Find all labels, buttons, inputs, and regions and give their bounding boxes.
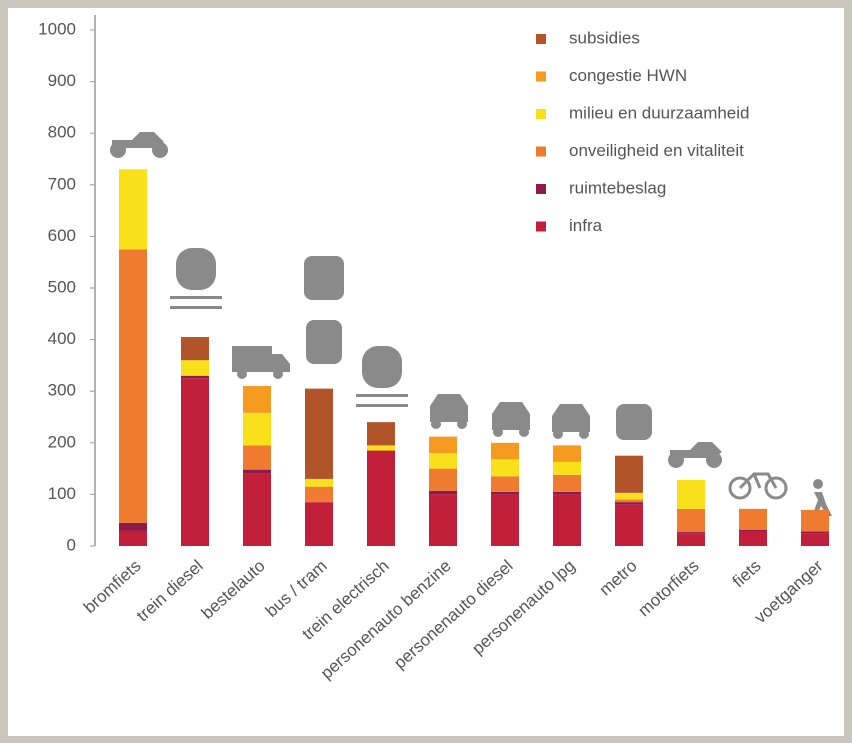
bar-segment <box>801 509 829 532</box>
y-tick-label: 400 <box>48 329 76 348</box>
icon-car <box>552 404 590 439</box>
icon-car <box>492 402 530 437</box>
legend-swatch <box>536 221 546 232</box>
bar-segment <box>119 522 147 531</box>
y-tick-label: 700 <box>48 174 76 193</box>
legend-label: onveiligheid en vitaliteit <box>569 141 744 160</box>
bar-segment <box>739 508 767 531</box>
bar-segment <box>181 337 209 361</box>
bar-segment <box>243 412 271 446</box>
legend-swatch <box>536 34 546 44</box>
bar-segment <box>677 508 705 533</box>
bar-segment <box>181 378 209 546</box>
icon-moped <box>110 132 168 158</box>
bar-segment <box>305 502 333 546</box>
y-tick-label: 100 <box>48 484 76 503</box>
bar-segment <box>305 486 333 503</box>
bar-segment <box>491 476 519 492</box>
y-tick-label: 200 <box>48 432 76 451</box>
legend-label: ruimtebeslag <box>569 178 666 197</box>
bar-segment <box>553 494 581 546</box>
legend-swatch <box>536 109 546 119</box>
bar-segment <box>181 375 209 379</box>
bar-segment <box>491 494 519 546</box>
y-tick-label: 900 <box>48 71 76 90</box>
icon-tram <box>306 320 342 364</box>
bar-segment <box>739 531 767 546</box>
bar-segment <box>119 530 147 546</box>
bar-segment <box>429 453 457 469</box>
icon-bus <box>304 256 344 300</box>
bar-segment <box>491 491 519 495</box>
icon-train <box>356 346 408 407</box>
bar-segment <box>615 455 643 493</box>
legend-label: infra <box>569 216 603 235</box>
bar-segment <box>181 360 209 376</box>
bar-segment <box>553 474 581 492</box>
bar-segment <box>243 473 271 546</box>
bar-segment <box>553 461 581 475</box>
bar-segment <box>243 386 271 413</box>
y-tick-label: 800 <box>48 123 76 142</box>
bar-segment <box>615 499 643 503</box>
bar-segment <box>491 459 519 477</box>
y-tick-label: 300 <box>48 381 76 400</box>
bar-segment <box>491 442 519 460</box>
bar-segment <box>801 533 829 546</box>
legend-label: subsidies <box>569 28 640 47</box>
bar-segment <box>119 169 147 250</box>
bar-segment <box>801 531 829 534</box>
bar-segment <box>367 445 395 451</box>
y-tick-label: 0 <box>67 535 76 554</box>
bar-segment <box>677 533 705 546</box>
bar-segment <box>305 478 333 487</box>
bar-segment <box>677 532 705 534</box>
legend-label: milieu en duurzaamheid <box>569 103 750 122</box>
icon-car <box>430 394 468 429</box>
y-tick-label: 500 <box>48 277 76 296</box>
icon-motorbike <box>668 442 722 468</box>
bar-segment <box>243 469 271 474</box>
bar-segment <box>615 502 643 505</box>
bar-segment <box>615 504 643 546</box>
panel <box>8 8 844 736</box>
legend-swatch <box>536 146 546 157</box>
icon-bike <box>728 472 788 500</box>
icon-train <box>170 248 222 309</box>
icon-van <box>232 346 290 379</box>
bar-segment <box>739 530 767 532</box>
bar-segment <box>429 490 457 495</box>
icon-metro <box>616 404 652 440</box>
y-tick-label: 1000 <box>38 19 76 38</box>
icons <box>110 132 832 516</box>
bar-segment <box>615 492 643 500</box>
bar-segment <box>553 491 581 495</box>
legend-swatch <box>536 184 546 194</box>
legend-label: congestie HWN <box>569 66 687 85</box>
bar-segment <box>677 479 705 509</box>
bar-segment <box>367 450 395 546</box>
bar-segment <box>305 388 333 479</box>
y-tick-label: 600 <box>48 226 76 245</box>
bar-segment <box>367 422 395 446</box>
bar-segment <box>429 468 457 491</box>
legend-swatch <box>536 71 546 82</box>
bar-segment <box>429 436 457 454</box>
bar-segment <box>119 249 147 523</box>
bar-segment <box>243 445 271 470</box>
bar-segment <box>429 494 457 546</box>
bar-segment <box>553 445 581 462</box>
